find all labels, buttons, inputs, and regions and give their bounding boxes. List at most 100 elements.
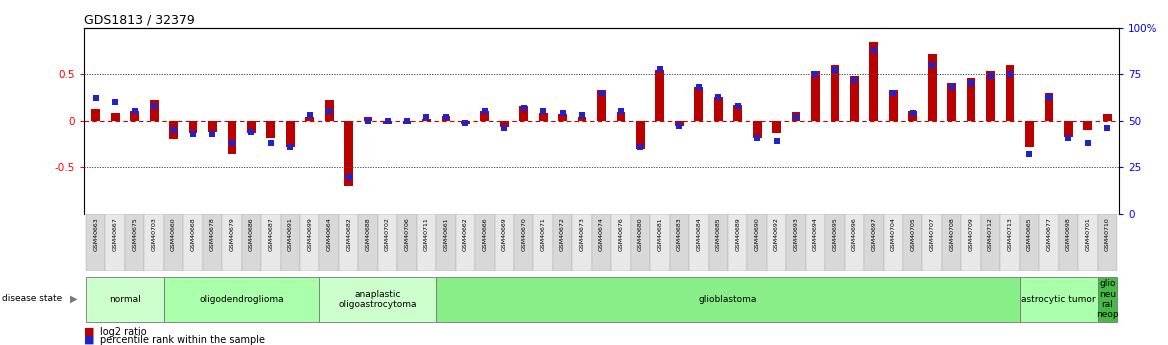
Bar: [363, 117, 373, 121]
Bar: [359, 214, 377, 271]
Text: GSM40661: GSM40661: [444, 217, 449, 251]
Text: GSM40712: GSM40712: [988, 217, 993, 251]
Text: GSM40699: GSM40699: [307, 217, 312, 251]
Bar: [417, 214, 436, 271]
Bar: [709, 214, 728, 271]
Bar: [864, 214, 883, 271]
Bar: [125, 214, 145, 271]
Bar: [883, 214, 903, 271]
Bar: [1098, 277, 1117, 322]
Bar: [941, 214, 961, 271]
Bar: [689, 214, 709, 271]
Text: GSM40682: GSM40682: [346, 217, 352, 251]
Text: GSM40692: GSM40692: [774, 217, 779, 251]
Text: GSM40709: GSM40709: [968, 217, 974, 251]
Text: GSM40681: GSM40681: [658, 217, 662, 251]
Bar: [305, 117, 314, 121]
Bar: [655, 69, 665, 121]
Bar: [889, 90, 898, 121]
Text: GSM40660: GSM40660: [171, 217, 176, 251]
Bar: [1020, 214, 1040, 271]
Bar: [339, 214, 359, 271]
Text: GSM40708: GSM40708: [950, 217, 954, 251]
Bar: [534, 214, 552, 271]
Bar: [91, 109, 100, 121]
Text: GSM40706: GSM40706: [404, 217, 410, 251]
Bar: [403, 121, 411, 125]
Bar: [714, 97, 723, 121]
Bar: [923, 214, 941, 271]
Bar: [377, 214, 397, 271]
Bar: [1040, 214, 1058, 271]
Bar: [1026, 121, 1034, 147]
Bar: [734, 105, 742, 121]
Text: log2 ratio: log2 ratio: [100, 327, 147, 337]
Bar: [286, 121, 294, 147]
Text: GSM40695: GSM40695: [833, 217, 837, 251]
Bar: [695, 87, 703, 121]
Bar: [1064, 121, 1072, 137]
Text: GSM40691: GSM40691: [287, 217, 293, 251]
Bar: [909, 110, 917, 121]
Text: GSM40668: GSM40668: [190, 217, 195, 251]
Text: GSM40703: GSM40703: [152, 217, 157, 251]
Bar: [675, 121, 683, 126]
Bar: [1098, 214, 1117, 271]
Text: GSM40676: GSM40676: [619, 217, 624, 251]
Bar: [651, 214, 669, 271]
Text: GSM40671: GSM40671: [541, 217, 545, 251]
Bar: [436, 277, 1020, 322]
Bar: [500, 121, 508, 127]
Bar: [1078, 214, 1098, 271]
Bar: [1044, 93, 1054, 121]
Text: glioblastoma: glioblastoma: [698, 295, 757, 304]
Text: GSM40701: GSM40701: [1085, 217, 1090, 251]
Text: GSM40686: GSM40686: [249, 217, 253, 251]
Bar: [494, 214, 514, 271]
Bar: [383, 121, 392, 125]
Text: GSM40685: GSM40685: [716, 217, 721, 251]
Text: GSM40680: GSM40680: [638, 217, 642, 251]
Text: GSM40704: GSM40704: [891, 217, 896, 251]
Text: GSM40693: GSM40693: [793, 217, 799, 251]
Bar: [538, 113, 548, 121]
Text: GSM40662: GSM40662: [463, 217, 468, 251]
Bar: [903, 214, 923, 271]
Text: GSM40678: GSM40678: [210, 217, 215, 251]
Text: GSM40683: GSM40683: [676, 217, 682, 251]
Text: ■: ■: [84, 327, 95, 337]
Bar: [246, 121, 256, 133]
Bar: [203, 214, 222, 271]
Bar: [947, 83, 957, 121]
Bar: [748, 214, 767, 271]
Text: GSM40666: GSM40666: [482, 217, 487, 251]
Bar: [208, 121, 217, 132]
Text: anaplastic
oligoastrocytoma: anaplastic oligoastrocytoma: [339, 289, 417, 309]
Bar: [422, 119, 431, 121]
Bar: [105, 214, 125, 271]
Bar: [86, 277, 164, 322]
Bar: [456, 214, 475, 271]
Bar: [242, 214, 262, 271]
Bar: [850, 76, 858, 121]
Bar: [189, 121, 197, 133]
Text: astrocytic tumor: astrocytic tumor: [1021, 295, 1096, 304]
Text: GSM40677: GSM40677: [1047, 217, 1051, 251]
Bar: [475, 214, 494, 271]
Bar: [183, 214, 203, 271]
Text: GSM40684: GSM40684: [696, 217, 701, 251]
Bar: [967, 78, 975, 121]
Text: GSM40663: GSM40663: [93, 217, 98, 251]
Bar: [572, 214, 592, 271]
Bar: [961, 214, 981, 271]
Bar: [111, 113, 119, 121]
Bar: [436, 214, 456, 271]
Text: GSM40674: GSM40674: [599, 217, 604, 251]
Bar: [617, 112, 625, 121]
Bar: [592, 214, 611, 271]
Bar: [320, 214, 339, 271]
Text: GSM40713: GSM40713: [1008, 217, 1013, 251]
Bar: [1103, 114, 1112, 121]
Bar: [986, 71, 995, 121]
Text: GDS1813 / 32379: GDS1813 / 32379: [84, 14, 195, 27]
